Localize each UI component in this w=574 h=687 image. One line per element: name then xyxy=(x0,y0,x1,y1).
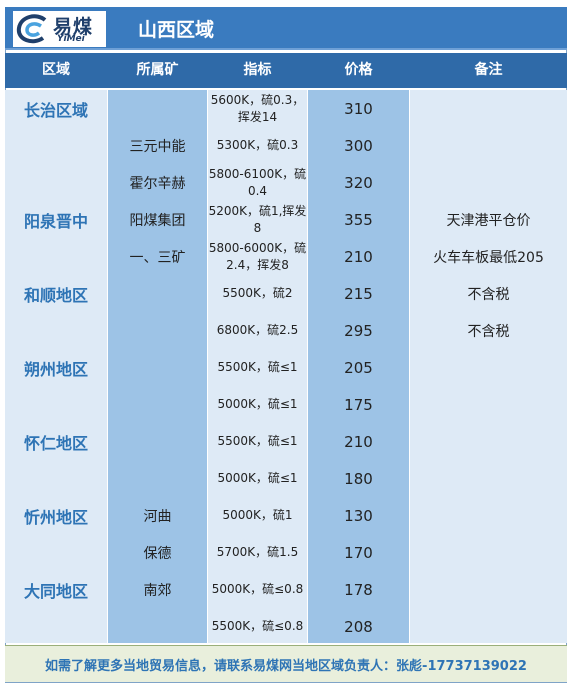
price-cell: 175 xyxy=(344,395,373,414)
region-label: 怀仁地区 xyxy=(23,433,88,453)
price-cell: 178 xyxy=(344,580,373,599)
region-label: 忻州地区 xyxy=(23,507,88,527)
note-cell: 火车车板最低205 xyxy=(433,249,544,266)
spec-cell: 5500K，硫≤1 xyxy=(217,360,298,374)
price-cell: 210 xyxy=(344,247,373,266)
spec-column xyxy=(208,90,307,643)
region-label: 阳泉晋中 xyxy=(23,211,88,231)
region-label: 大同地区 xyxy=(23,581,88,601)
page-title: 山西区域 xyxy=(138,19,215,41)
price-cell: 210 xyxy=(344,432,373,451)
price-cell: 205 xyxy=(344,358,373,377)
mine-label: 三元中能 xyxy=(129,138,186,155)
price-cell: 320 xyxy=(344,173,373,192)
spec-cell: 5600K，硫0.3，挥发14 xyxy=(210,92,305,124)
spec-cell: 5000K，硫≤0.8 xyxy=(211,582,304,596)
price-cell: 130 xyxy=(344,506,373,525)
mine-label: 霍尔辛赫 xyxy=(129,175,186,192)
note-cell: 不含税 xyxy=(467,286,510,303)
header-mine: 所属矿 xyxy=(136,62,179,78)
header-spec: 指标 xyxy=(243,62,272,78)
spec-cell: 5800-6000K，硫2.4，挥发8 xyxy=(208,240,307,272)
table-header: 区域 所属矿 指标 价格 备注 xyxy=(5,53,567,88)
mine-label: 保德 xyxy=(143,545,172,562)
logo-text: 易煤 xyxy=(53,16,94,38)
price-cell: 208 xyxy=(344,617,373,636)
spec-cell: 6800K，硫2.5 xyxy=(216,323,299,337)
region-column xyxy=(5,90,107,643)
price-cell: 310 xyxy=(344,99,373,118)
note-cell: 天津港平仓价 xyxy=(446,212,531,229)
region-label: 和顺地区 xyxy=(23,285,88,305)
price-cell: 180 xyxy=(344,469,373,488)
spec-cell: 5200K，硫1,挥发8 xyxy=(208,203,307,235)
header-region: 区域 xyxy=(42,62,70,78)
spec-cell: 5500K，硫2 xyxy=(222,286,293,300)
spec-cell: 5000K，硫1 xyxy=(222,508,293,522)
price-cell: 295 xyxy=(344,321,373,340)
spec-cell: 5500K，硫≤0.8 xyxy=(211,619,304,633)
header-price: 价格 xyxy=(344,62,373,78)
spec-cell: 5500K，硫≤1 xyxy=(217,434,298,448)
spec-cell: 5700K，硫1.5 xyxy=(216,545,299,559)
spec-cell: 5000K，硫≤1 xyxy=(217,471,298,485)
price-column xyxy=(308,90,409,643)
region-label: 长治区域 xyxy=(23,100,88,120)
region-label: 朔州地区 xyxy=(23,359,88,379)
note-cell: 不含税 xyxy=(467,323,510,340)
note-column xyxy=(410,90,567,643)
spec-cell: 5300K，硫0.3 xyxy=(216,138,299,152)
mine-label: 南郊 xyxy=(143,582,172,599)
header-note: 备注 xyxy=(474,62,503,78)
mine-label: 阳煤集团 xyxy=(129,212,186,229)
mine-label: 河曲 xyxy=(143,508,172,525)
spec-cell: 5000K，硫≤1 xyxy=(217,397,298,411)
mine-column xyxy=(108,90,207,643)
price-cell: 355 xyxy=(344,210,373,229)
price-cell: 300 xyxy=(344,136,373,155)
mine-label: 一、三矿 xyxy=(129,249,186,266)
yimei-logo: 易煤 YiMei xyxy=(13,11,106,47)
spec-cell: 5800-6100K，硫0.4 xyxy=(208,166,307,198)
price-cell: 215 xyxy=(344,284,373,303)
logo-swirl-icon xyxy=(16,14,47,44)
price-cell: 170 xyxy=(344,543,373,562)
contact-footer: 如需了解更多当地贸易信息，请联系易煤网当地区域负责人：张彪-1773713902… xyxy=(5,645,567,682)
logo-subtext: YiMei xyxy=(57,34,85,44)
